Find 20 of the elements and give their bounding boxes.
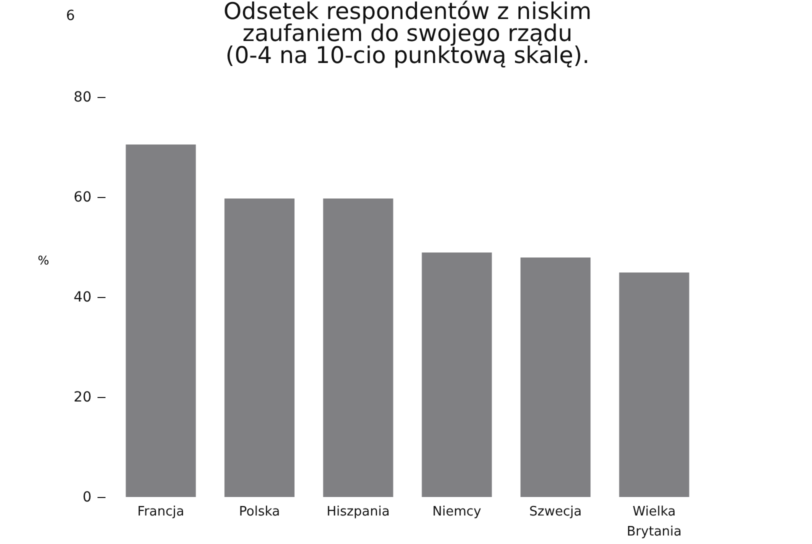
- y-tick-label: 60: [74, 190, 92, 206]
- x-tick-label: Hiszpania: [326, 504, 390, 520]
- y-tick-label: 0: [82, 490, 92, 506]
- x-tick-label: Polska: [239, 504, 280, 520]
- bar: [126, 144, 196, 497]
- y-tick-label: 40: [74, 290, 92, 306]
- text: 6: [66, 8, 75, 24]
- y-tick-label: 80: [74, 90, 92, 106]
- bar: [323, 198, 394, 497]
- y-axis-title: %: [38, 254, 50, 268]
- y-tick-label: 20: [74, 390, 92, 406]
- bar: [422, 252, 492, 497]
- x-tick-label: Francja: [137, 504, 184, 520]
- x-tick-label: Szwecja: [529, 504, 582, 520]
- bar: [619, 272, 690, 497]
- chart-title: Odsetek respondentów z niskim zaufaniem do swojego rządu (0-4 na 10-cio punktową skalę).: [224, 0, 592, 69]
- x-tick-label: Niemcy: [432, 504, 482, 520]
- bar: [224, 198, 295, 497]
- bar: [520, 258, 591, 497]
- x-tick-label: Wielka Brytania: [626, 504, 682, 540]
